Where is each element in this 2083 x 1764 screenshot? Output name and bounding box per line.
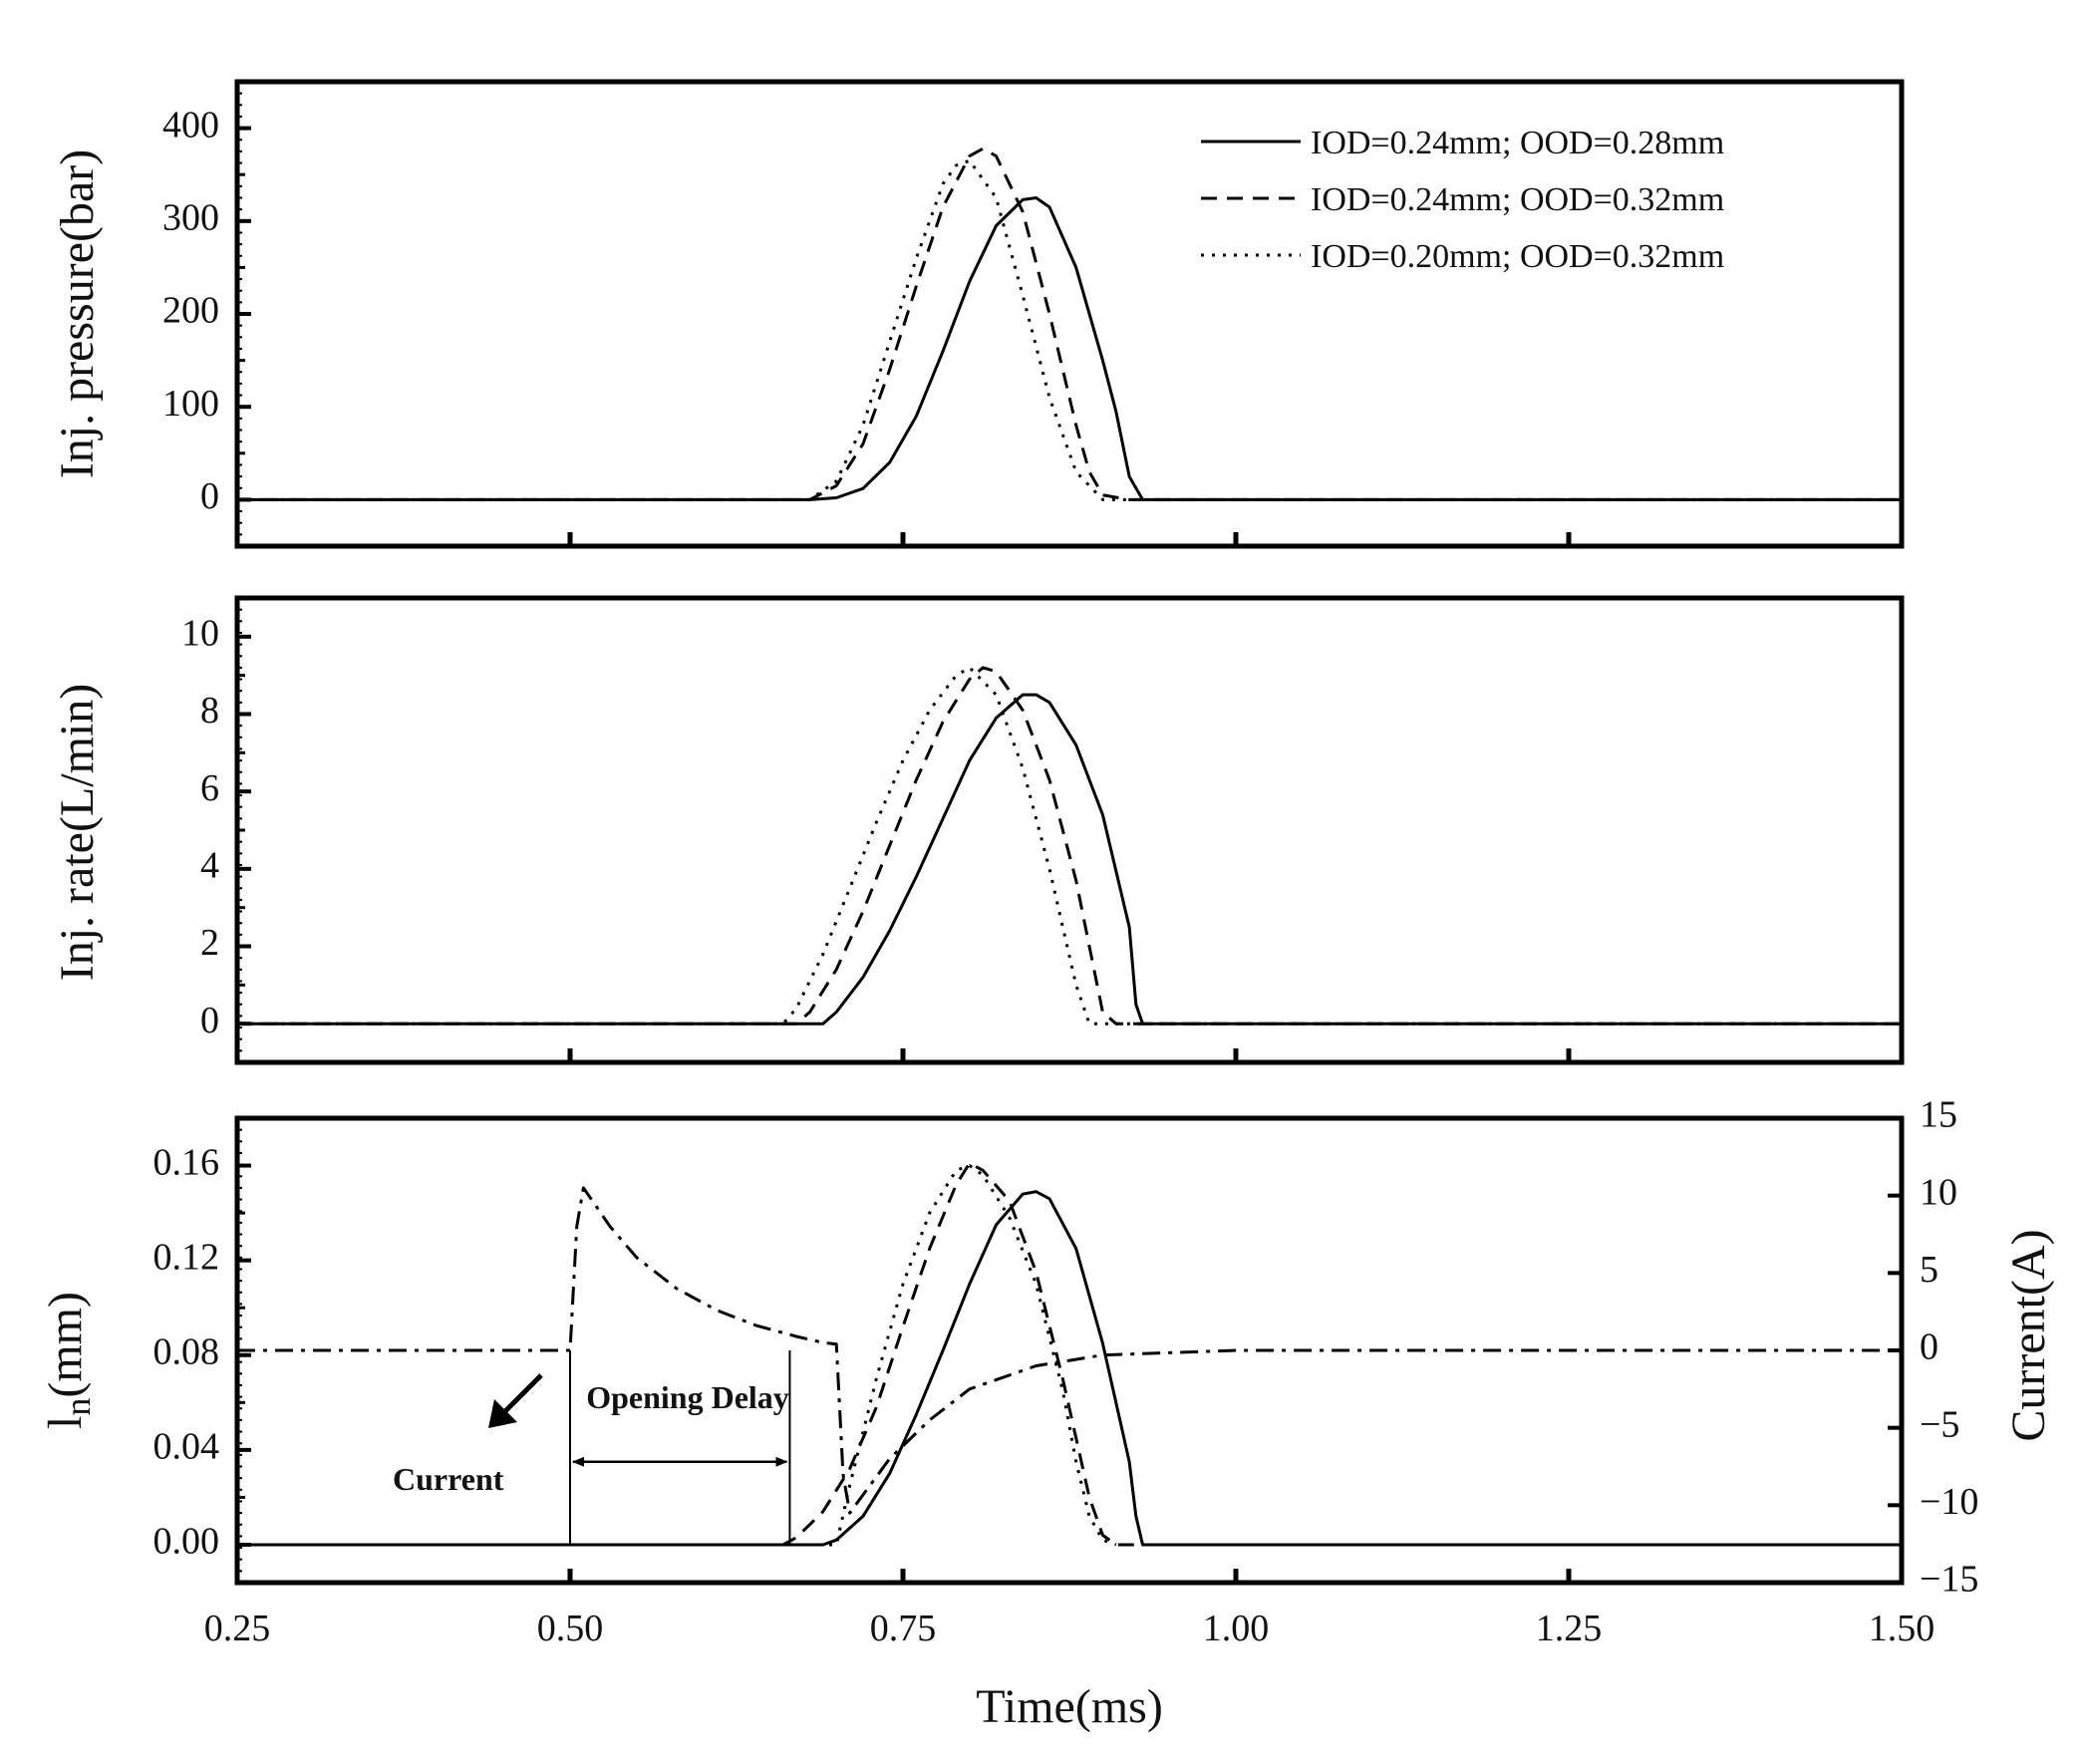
lift-y-axis-title: ln(mm) (39, 1292, 98, 1429)
x-tick-label: 1.00 (1203, 1608, 1270, 1649)
y-tick-label: 0 (200, 475, 219, 517)
rate-y-axis-title: Inj. rate(L/min) (51, 684, 104, 982)
current-y-axis-title: Current(A) (2002, 1229, 2055, 1441)
current-arrow-head (488, 1399, 517, 1428)
series-dashed-2-1 (237, 666, 1902, 1026)
series-dotted-3-2 (237, 1164, 1117, 1547)
x-tick-label: 1.25 (1536, 1608, 1603, 1649)
y2-tick-label: −5 (1920, 1403, 1959, 1445)
opening-delay-label: Opening Delay (586, 1379, 789, 1415)
current-annotation: Current (393, 1373, 543, 1497)
lift-current-series-lines (237, 1161, 1902, 1547)
y-tick-label: 0.16 (153, 1141, 220, 1183)
y-tick-label: 0.04 (153, 1426, 220, 1468)
y2-tick-label: 10 (1920, 1171, 1957, 1213)
x-tick-label: 1.50 (1869, 1608, 1935, 1649)
pressure-series-lines (237, 147, 1902, 501)
legend: IOD=0.24mm; OOD=0.28mm IOD=0.24mm; OOD=0… (1201, 125, 1724, 275)
lift-y-axis-unit: (mm) (39, 1292, 92, 1398)
legend-entry-2: IOD=0.24mm; OOD=0.32mm (1311, 181, 1724, 218)
y2-tick-label: −10 (1920, 1481, 1978, 1523)
x-axis-title: Time(ms) (976, 1680, 1163, 1733)
y-tick-label: 100 (162, 383, 219, 425)
y-tick-label: 8 (200, 690, 219, 732)
series-solid-2-0 (237, 693, 1902, 1026)
lift-y-axis-symbol: l (39, 1416, 92, 1429)
current-label: Current (393, 1461, 504, 1497)
y-tick-label: 300 (162, 197, 219, 239)
y2-tick-label: 5 (1920, 1249, 1938, 1291)
y-tick-label: 10 (181, 613, 219, 655)
lift-y-axis-subscript: n (58, 1398, 98, 1416)
y2-tick-label: 0 (1920, 1326, 1938, 1368)
legend-entry-3: IOD=0.20mm; OOD=0.32mm (1311, 238, 1724, 275)
rate-series-lines (237, 666, 1902, 1026)
current-arrow-shaft (501, 1373, 543, 1415)
y-tick-label: 0 (200, 1000, 219, 1041)
series-dashed-1-1 (237, 147, 1902, 501)
y2-tick-label: −15 (1920, 1559, 1978, 1601)
y-tick-label: 200 (162, 290, 219, 332)
x-tick-label: 0.50 (537, 1608, 604, 1649)
y-tick-label: 0.08 (153, 1330, 220, 1372)
pressure-y-axis-title: Inj. pressure(bar) (51, 149, 104, 479)
x-tick-label: 0.25 (204, 1608, 271, 1649)
lift-current-panel: 0.00 0.04 0.08 0.12 0.16 −15 −10 −5 0 5 10 15 0.25… (39, 1094, 2055, 1733)
y2-tick-label: 15 (1920, 1094, 1957, 1136)
lift-ticks (234, 1116, 1905, 1585)
legend-entry-1: IOD=0.24mm; OOD=0.28mm (1311, 125, 1724, 161)
y-tick-label: 400 (162, 104, 219, 146)
series-solid-3-0 (237, 1190, 1902, 1547)
series-solid-1-0 (237, 196, 1902, 501)
series-dotted-2-2 (237, 666, 1902, 1026)
y-tick-label: 2 (200, 922, 219, 964)
series-dashed-3-1 (237, 1161, 1902, 1547)
y-tick-label: 0.12 (153, 1236, 220, 1278)
rate-panel: 0 2 4 6 8 10 Inj. rate(L/min) (51, 595, 1905, 1065)
y-tick-label: 0.00 (153, 1521, 220, 1563)
y-tick-label: 6 (200, 767, 219, 809)
rate-ticks (237, 608, 1572, 1063)
x-tick-label: 0.75 (870, 1608, 937, 1649)
opening-delay-annotation: Opening Delay (569, 1350, 791, 1545)
series-dotted-1-2 (237, 158, 1902, 501)
y-tick-label: 4 (200, 845, 219, 887)
pressure-panel: 0 100 200 300 400 Inj. pressure(bar) IOD=0.2… (51, 79, 1905, 549)
pressure-ticks (237, 81, 1572, 547)
